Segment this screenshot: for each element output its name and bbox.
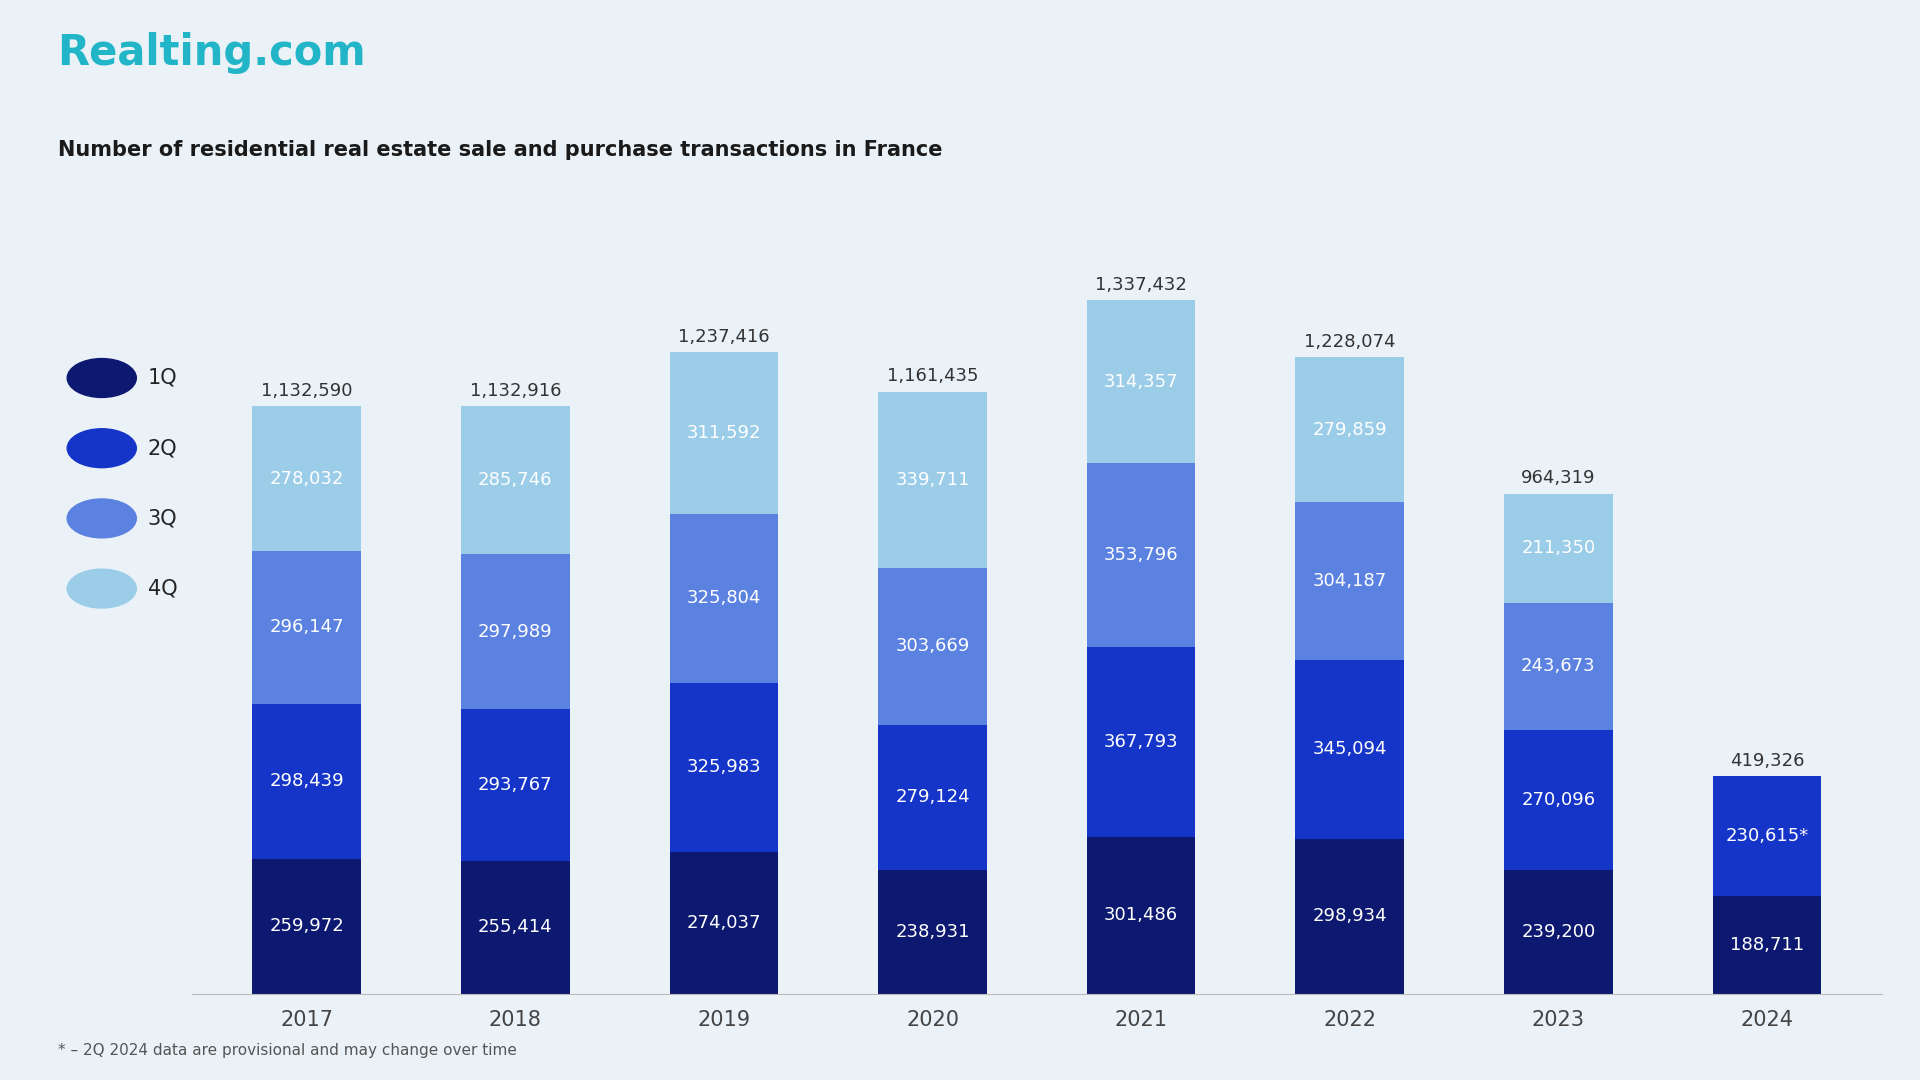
Text: 419,326: 419,326: [1730, 752, 1805, 770]
Bar: [1296, 357, 1404, 502]
Bar: [1713, 777, 1820, 895]
Text: Number of residential real estate sale and purchase transactions in France: Number of residential real estate sale a…: [58, 140, 943, 161]
Text: 1Q: 1Q: [148, 368, 177, 388]
Text: 345,094: 345,094: [1313, 740, 1386, 758]
Bar: [877, 568, 987, 725]
Text: 314,357: 314,357: [1104, 373, 1179, 391]
Text: 304,187: 304,187: [1313, 572, 1386, 590]
Text: 339,711: 339,711: [895, 471, 970, 488]
Bar: [1296, 502, 1404, 660]
Bar: [877, 392, 987, 568]
Bar: [1087, 300, 1196, 463]
Text: 239,200: 239,200: [1521, 922, 1596, 941]
Bar: [1087, 647, 1196, 837]
Bar: [1503, 604, 1613, 730]
Text: 270,096: 270,096: [1521, 791, 1596, 809]
Text: 297,989: 297,989: [478, 623, 553, 640]
Text: 279,124: 279,124: [895, 788, 970, 807]
Bar: [461, 861, 570, 994]
Text: 296,147: 296,147: [269, 619, 344, 636]
Text: Realting.com: Realting.com: [58, 32, 367, 75]
Text: 211,350: 211,350: [1521, 540, 1596, 557]
Bar: [253, 406, 361, 551]
Bar: [1503, 869, 1613, 994]
Bar: [670, 514, 778, 683]
Bar: [253, 704, 361, 859]
Text: 1,237,416: 1,237,416: [678, 328, 770, 346]
Text: 964,319: 964,319: [1521, 470, 1596, 487]
Bar: [1296, 839, 1404, 994]
Text: 3Q: 3Q: [148, 509, 177, 528]
Bar: [253, 859, 361, 994]
Bar: [1087, 837, 1196, 994]
Text: 353,796: 353,796: [1104, 546, 1179, 564]
Text: 259,972: 259,972: [269, 917, 344, 935]
Bar: [461, 406, 570, 554]
Text: 367,793: 367,793: [1104, 733, 1179, 751]
Text: 255,414: 255,414: [478, 918, 553, 936]
Text: 303,669: 303,669: [895, 637, 970, 656]
Bar: [461, 708, 570, 861]
Text: 188,711: 188,711: [1730, 935, 1805, 954]
Text: 278,032: 278,032: [269, 470, 344, 487]
Bar: [670, 851, 778, 994]
Text: 1,337,432: 1,337,432: [1094, 276, 1187, 294]
Bar: [670, 352, 778, 514]
Bar: [461, 554, 570, 708]
Text: 1,161,435: 1,161,435: [887, 367, 979, 386]
Text: 4Q: 4Q: [148, 579, 177, 598]
Bar: [253, 551, 361, 704]
Text: 230,615*: 230,615*: [1726, 827, 1809, 845]
Bar: [1296, 660, 1404, 839]
Bar: [670, 683, 778, 851]
Bar: [877, 869, 987, 994]
Text: 325,983: 325,983: [687, 758, 760, 777]
Bar: [1087, 463, 1196, 647]
Text: 1,132,916: 1,132,916: [470, 382, 561, 400]
Text: 243,673: 243,673: [1521, 658, 1596, 675]
Text: 274,037: 274,037: [687, 914, 760, 932]
Text: 311,592: 311,592: [687, 423, 760, 442]
Text: 298,439: 298,439: [269, 772, 344, 791]
Text: 1,132,590: 1,132,590: [261, 382, 353, 401]
Text: 301,486: 301,486: [1104, 906, 1179, 924]
Text: 2Q: 2Q: [148, 438, 177, 458]
Text: * – 2Q 2024 data are provisional and may change over time: * – 2Q 2024 data are provisional and may…: [58, 1043, 516, 1058]
Text: 298,934: 298,934: [1313, 907, 1386, 926]
Bar: [877, 725, 987, 869]
Bar: [1713, 895, 1820, 994]
Text: 1,228,074: 1,228,074: [1304, 333, 1396, 351]
Text: 325,804: 325,804: [687, 589, 760, 607]
Text: 238,931: 238,931: [895, 922, 970, 941]
Text: 279,859: 279,859: [1313, 420, 1386, 438]
Text: 285,746: 285,746: [478, 471, 553, 489]
Text: 293,767: 293,767: [478, 777, 553, 794]
Bar: [1503, 494, 1613, 604]
Bar: [1503, 730, 1613, 869]
